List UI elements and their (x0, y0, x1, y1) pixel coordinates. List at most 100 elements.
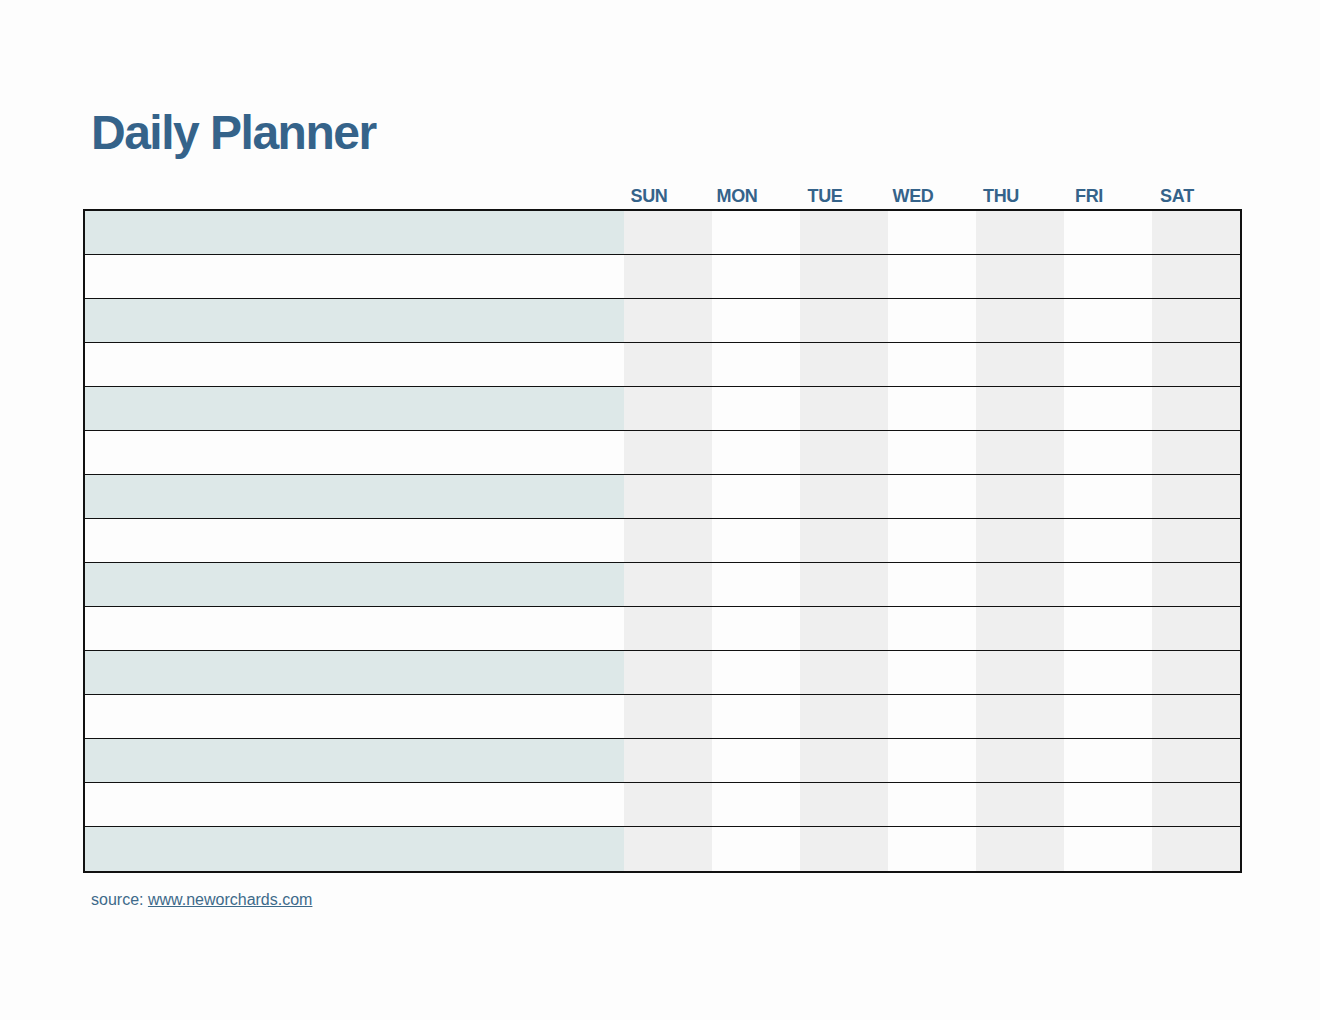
day-header-sun: SUN (605, 185, 693, 207)
task-label-cell (85, 211, 624, 254)
day-cell-wed (888, 783, 976, 826)
planner-row (85, 343, 1240, 387)
task-label-cell (85, 607, 624, 650)
task-label-cell (85, 519, 624, 562)
day-cell-tue (800, 211, 888, 254)
day-cell-mon (712, 563, 800, 606)
day-cell-tue (800, 651, 888, 694)
day-cell-mon (712, 607, 800, 650)
day-cell-wed (888, 299, 976, 342)
day-cell-mon (712, 255, 800, 298)
day-cell-mon (712, 211, 800, 254)
day-cell-sat (1152, 211, 1240, 254)
day-cell-thu (976, 827, 1064, 871)
day-cell-wed (888, 827, 976, 871)
day-cell-fri (1064, 651, 1152, 694)
day-cell-thu (976, 607, 1064, 650)
day-cell-wed (888, 255, 976, 298)
day-cell-thu (976, 739, 1064, 782)
day-cell-thu (976, 255, 1064, 298)
day-cell-tue (800, 827, 888, 871)
day-cell-wed (888, 607, 976, 650)
day-cell-sun (624, 387, 712, 430)
day-cell-fri (1064, 431, 1152, 474)
day-cell-thu (976, 299, 1064, 342)
planner-row (85, 211, 1240, 255)
day-cell-fri (1064, 563, 1152, 606)
day-cell-wed (888, 387, 976, 430)
day-cell-fri (1064, 475, 1152, 518)
planner-row (85, 299, 1240, 343)
day-header-wed: WED (869, 185, 957, 207)
planner-row (85, 607, 1240, 651)
day-cell-wed (888, 211, 976, 254)
day-cell-sat (1152, 299, 1240, 342)
day-cell-mon (712, 519, 800, 562)
day-cell-sun (624, 695, 712, 738)
day-cell-tue (800, 475, 888, 518)
day-cell-thu (976, 519, 1064, 562)
day-header-sat: SAT (1133, 185, 1221, 207)
day-cell-fri (1064, 299, 1152, 342)
planner-grid (83, 209, 1242, 873)
task-label-cell (85, 651, 624, 694)
day-cell-sun (624, 563, 712, 606)
day-cell-sun (624, 211, 712, 254)
day-cell-sun (624, 651, 712, 694)
task-label-cell (85, 343, 624, 386)
day-cell-mon (712, 343, 800, 386)
day-cell-thu (976, 387, 1064, 430)
day-cell-mon (712, 739, 800, 782)
planner-row (85, 783, 1240, 827)
day-cell-tue (800, 695, 888, 738)
task-label-cell (85, 827, 624, 871)
day-cell-mon (712, 695, 800, 738)
day-cell-tue (800, 519, 888, 562)
day-cell-fri (1064, 387, 1152, 430)
day-cell-sun (624, 519, 712, 562)
day-cell-fri (1064, 695, 1152, 738)
day-header-mon: MON (693, 185, 781, 207)
day-cell-sun (624, 827, 712, 871)
task-label-cell (85, 563, 624, 606)
source-line: source: www.neworchards.com (91, 889, 312, 911)
day-cell-wed (888, 651, 976, 694)
task-label-cell (85, 299, 624, 342)
day-cell-sun (624, 343, 712, 386)
source-link[interactable]: www.neworchards.com (148, 891, 313, 908)
day-cell-wed (888, 563, 976, 606)
day-cell-thu (976, 475, 1064, 518)
day-cell-sun (624, 739, 712, 782)
day-cell-fri (1064, 519, 1152, 562)
day-cell-sat (1152, 827, 1240, 871)
day-cell-sat (1152, 783, 1240, 826)
day-cell-sun (624, 431, 712, 474)
day-cell-sat (1152, 475, 1240, 518)
day-cell-sat (1152, 255, 1240, 298)
day-header-thu: THU (957, 185, 1045, 207)
planner-row (85, 739, 1240, 783)
day-cell-mon (712, 299, 800, 342)
task-label-cell (85, 739, 624, 782)
planner-row (85, 519, 1240, 563)
day-cell-tue (800, 563, 888, 606)
planner-row (85, 651, 1240, 695)
planner-row (85, 695, 1240, 739)
day-cell-mon (712, 651, 800, 694)
day-cell-sun (624, 607, 712, 650)
day-cell-tue (800, 783, 888, 826)
day-cell-tue (800, 387, 888, 430)
day-cell-fri (1064, 343, 1152, 386)
day-cell-mon (712, 783, 800, 826)
day-cell-sat (1152, 607, 1240, 650)
task-label-cell (85, 695, 624, 738)
day-cell-tue (800, 343, 888, 386)
day-cell-thu (976, 783, 1064, 826)
planner-row (85, 563, 1240, 607)
day-cell-thu (976, 343, 1064, 386)
day-cell-sat (1152, 563, 1240, 606)
day-cell-wed (888, 739, 976, 782)
day-header-row: SUN MON TUE WED THU FRI SAT (605, 185, 1221, 207)
day-cell-thu (976, 563, 1064, 606)
task-label-cell (85, 387, 624, 430)
